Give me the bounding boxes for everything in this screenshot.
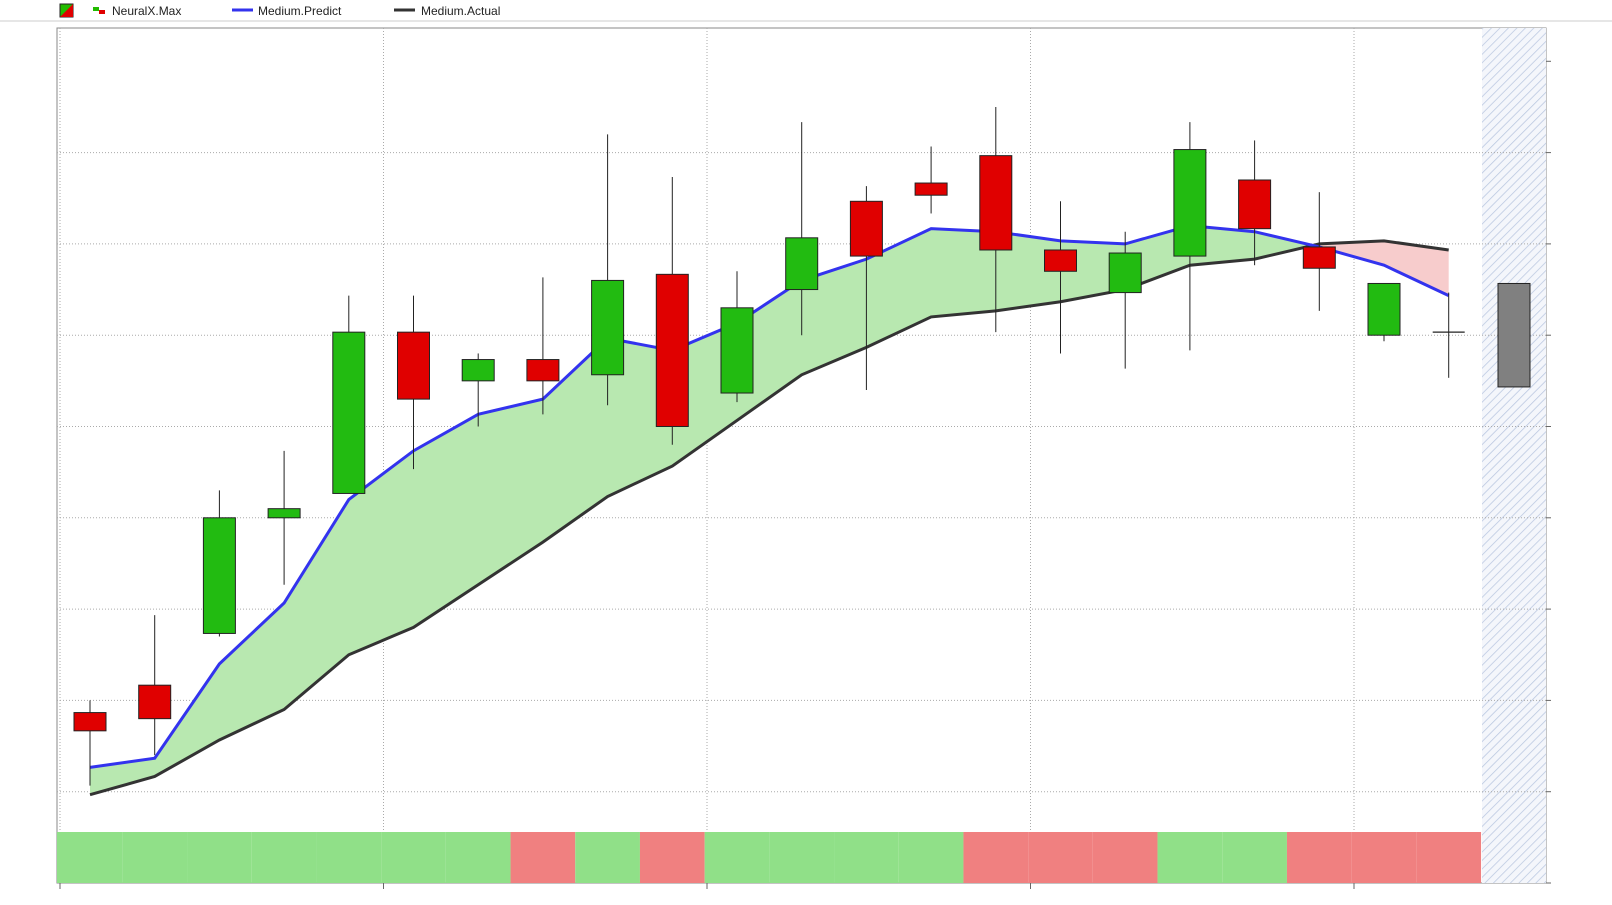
candle-down xyxy=(655,273,689,428)
candle-up xyxy=(591,279,625,376)
signal-band-green xyxy=(898,832,964,883)
forecast-region xyxy=(1482,28,1546,883)
candle-up xyxy=(720,307,754,394)
candle-up xyxy=(332,331,366,494)
candle-up xyxy=(1173,149,1207,257)
legend-item-actual[interactable]: Medium.Actual xyxy=(394,4,500,18)
signal-band-red xyxy=(639,832,705,883)
x-axis xyxy=(59,883,1355,889)
signal-band-green xyxy=(316,832,382,883)
candle-down xyxy=(849,200,883,257)
candle-up xyxy=(461,359,495,382)
signal-band-green xyxy=(122,832,188,883)
candle-forecast xyxy=(1497,282,1531,388)
signal-band-green xyxy=(57,832,123,883)
signal-band-green xyxy=(704,832,770,883)
legend-item-neuralx[interactable]: NeuralX.Max xyxy=(93,4,181,18)
candle-up xyxy=(267,508,301,519)
signal-bands xyxy=(57,832,1482,883)
candle-up xyxy=(1108,252,1142,294)
signal-band-red xyxy=(963,832,1029,883)
signal-band-red xyxy=(1092,832,1158,883)
signal-band-green xyxy=(575,832,640,883)
candles xyxy=(73,106,1531,786)
signal-band-green xyxy=(1157,832,1223,883)
signal-band-green xyxy=(381,832,446,883)
legend: NeuralX.Max Medium.Predict Medium.Actual xyxy=(59,3,500,18)
series-line-predict xyxy=(89,224,1450,769)
signal-band-red xyxy=(1028,832,1093,883)
legend-label-actual: Medium.Actual xyxy=(421,4,500,18)
candle-down xyxy=(1302,246,1336,269)
signal-band-red xyxy=(1416,832,1482,883)
series-line-actual xyxy=(89,239,1449,797)
candle-down xyxy=(914,182,948,196)
signal-band-red xyxy=(1351,832,1417,883)
signal-band-red xyxy=(1286,832,1352,883)
candle-up xyxy=(202,517,236,634)
signal-band-green xyxy=(834,832,899,883)
candle-down xyxy=(397,331,430,400)
candle-down xyxy=(526,359,560,382)
candle-up xyxy=(1367,282,1401,336)
series-lines xyxy=(89,224,1450,797)
signal-band-green xyxy=(445,832,511,883)
legend-toggle-icon[interactable] xyxy=(59,3,74,18)
y-axis xyxy=(1546,60,1551,884)
candle-down xyxy=(1044,249,1077,272)
signal-band-green xyxy=(1222,832,1287,883)
candle-down xyxy=(73,712,107,732)
candle-up xyxy=(785,237,819,291)
legend-item-predict[interactable]: Medium.Predict xyxy=(232,4,342,18)
candle-down xyxy=(138,684,172,720)
forecast-zone xyxy=(1482,28,1546,883)
candle-down xyxy=(1238,179,1272,230)
signal-band-green xyxy=(769,832,835,883)
legend-label-neuralx: NeuralX.Max xyxy=(112,4,181,18)
candle-down xyxy=(979,155,1013,251)
signal-band-green xyxy=(251,832,317,883)
signal-band-green xyxy=(187,832,252,883)
signal-band-red xyxy=(510,832,576,883)
legend-label-predict: Medium.Predict xyxy=(258,4,342,18)
